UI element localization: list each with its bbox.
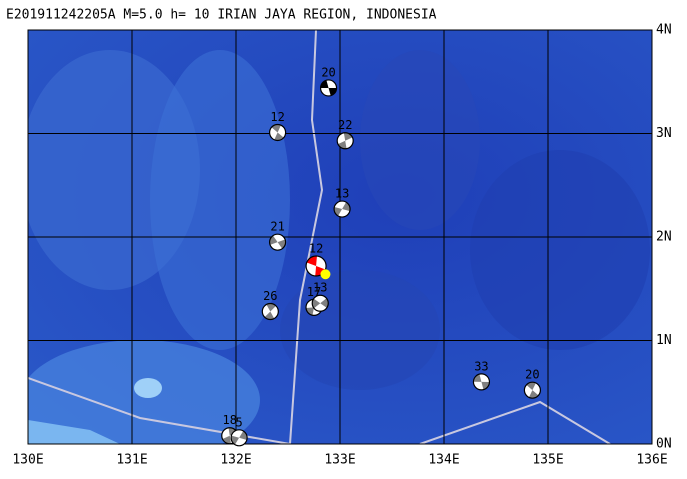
depth-label: 22 [338, 118, 352, 132]
y-tick-label: 4N [656, 23, 672, 38]
ball-outline [269, 123, 287, 142]
ball-quadrant [269, 235, 278, 245]
ball-quadrant [315, 265, 326, 276]
depth-label: 13 [335, 187, 349, 201]
ball-outline [269, 233, 287, 251]
ball-outline [333, 200, 351, 218]
depth-label: 33 [474, 359, 488, 373]
depth-label: 26 [263, 289, 277, 303]
depth-label: 18 [223, 413, 237, 427]
ball-outline [311, 294, 329, 312]
ball-outline [523, 381, 542, 399]
depth-label: 13 [313, 281, 327, 295]
ball-quadrant [306, 255, 317, 266]
focal-mechanism [333, 200, 351, 218]
focal-mechanism [319, 79, 338, 97]
focal-mechanism [269, 233, 287, 251]
ball-quadrant [481, 381, 490, 390]
focal-mechanism [311, 294, 329, 312]
ball-quadrant [274, 132, 284, 141]
focal-mechanism [472, 373, 491, 391]
focal-mechanism [261, 302, 279, 321]
ball-quadrant [264, 311, 275, 320]
ball-outline [230, 429, 248, 447]
map-background [28, 30, 652, 444]
ball-outline [319, 79, 338, 97]
depth-label: 20 [525, 368, 539, 382]
ball-quadrant [473, 374, 482, 382]
ball-quadrant [526, 382, 536, 391]
ball-outline [261, 302, 279, 321]
ball-quadrant [328, 87, 337, 96]
x-tick-label: 132E [220, 453, 251, 468]
ball-quadrant [266, 303, 276, 312]
depth-label: 20 [321, 65, 335, 79]
y-tick-label: 0N [656, 437, 672, 452]
depth-label: 12 [309, 241, 323, 255]
y-tick-label: 3N [656, 126, 672, 141]
x-tick-label: 136E [636, 453, 667, 468]
y-tick-label: 1N [656, 333, 672, 348]
ball-quadrant [320, 298, 329, 308]
x-tick-label: 133E [324, 453, 355, 468]
ball-outline [305, 255, 327, 277]
ball-quadrant [277, 239, 286, 249]
depth-label: 12 [270, 110, 284, 124]
x-tick-label: 130E [12, 453, 43, 468]
depth-label: 5 [236, 415, 243, 429]
focal-mechanism [305, 255, 327, 277]
ball-quadrant [528, 390, 539, 399]
focal-mechanism [230, 429, 248, 447]
x-tick-label: 134E [428, 453, 459, 468]
ball-quadrant [312, 298, 321, 309]
depth-label: 21 [270, 220, 284, 234]
x-tick-label: 131E [116, 453, 147, 468]
epicenter [320, 269, 331, 280]
ball-outline [472, 373, 491, 391]
ball-quadrant [320, 80, 329, 88]
ball-quadrant [271, 124, 281, 133]
focal-mechanism [269, 123, 287, 142]
ball-outline [336, 132, 354, 150]
map-title: E201911242205A M=5.0 h= 10 IRIAN JAYA RE… [6, 8, 437, 23]
focal-mechanism [336, 132, 354, 150]
focal-mechanism [523, 381, 542, 399]
x-tick-label: 135E [532, 453, 563, 468]
y-tick-label: 2N [656, 230, 672, 245]
ball-quadrant [306, 307, 314, 316]
